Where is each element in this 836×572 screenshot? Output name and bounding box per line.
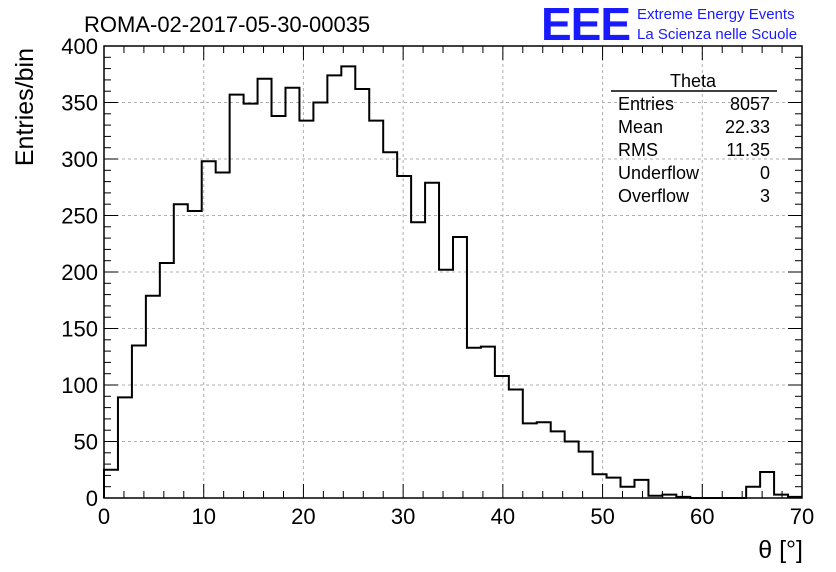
logo-line-1: Extreme Energy Events — [637, 6, 795, 23]
stats-label: Overflow — [618, 186, 690, 206]
stats-name: Theta — [670, 71, 717, 91]
y-tick-label: 0 — [86, 486, 98, 511]
logo-line-2: La Scienza nelle Scuole — [637, 26, 797, 43]
stats-label: Entries — [618, 94, 674, 114]
stats-value: 3 — [760, 186, 770, 206]
y-tick-label: 300 — [61, 147, 98, 172]
stats-value: 0 — [760, 163, 770, 183]
stats-rows: Entries 8057 Mean 22.33 RMS 11.35 Underflow 0 Ov… — [618, 94, 770, 206]
stats-value: 22.33 — [725, 117, 770, 137]
y-tick-label: 100 — [61, 373, 98, 398]
x-tick-label: 40 — [491, 504, 515, 529]
x-tick-label: 50 — [590, 504, 614, 529]
grid — [104, 46, 802, 498]
x-tick-label: 70 — [790, 504, 814, 529]
y-tick-label: 400 — [61, 34, 98, 59]
x-tick-label: 30 — [391, 504, 415, 529]
y-tick-label: 350 — [61, 91, 98, 116]
histogram-series — [103, 65, 802, 499]
stats-label: Underflow — [618, 163, 700, 183]
y-tick-label: 150 — [61, 317, 98, 342]
stats-label: RMS — [618, 140, 658, 160]
x-tick-label: 10 — [191, 504, 215, 529]
stats-value: 11.35 — [726, 140, 770, 160]
x-axis-label: θ [°] — [758, 536, 803, 564]
plot-title: ROMA-02-2017-05-30-00035 — [84, 12, 370, 37]
x-tick-label: 0 — [98, 504, 110, 529]
stats-box: Theta Entries 8057 Mean 22.33 RMS 11.35 Underf… — [611, 71, 777, 206]
eee-logo: EEE Extreme Energy Events La Scienza nel… — [541, 0, 797, 50]
y-tick-label: 250 — [61, 204, 98, 229]
plot-frame — [103, 45, 803, 499]
logo-mark: EEE — [541, 0, 630, 50]
y-tick-label: 50 — [74, 430, 98, 455]
stats-label: Mean — [618, 117, 663, 137]
x-tick-label: 60 — [690, 504, 714, 529]
y-axis-label: Entries/bin — [11, 48, 39, 166]
x-tick-label: 20 — [291, 504, 315, 529]
stats-value: 8057 — [730, 94, 770, 114]
y-tick-label: 200 — [61, 260, 98, 285]
